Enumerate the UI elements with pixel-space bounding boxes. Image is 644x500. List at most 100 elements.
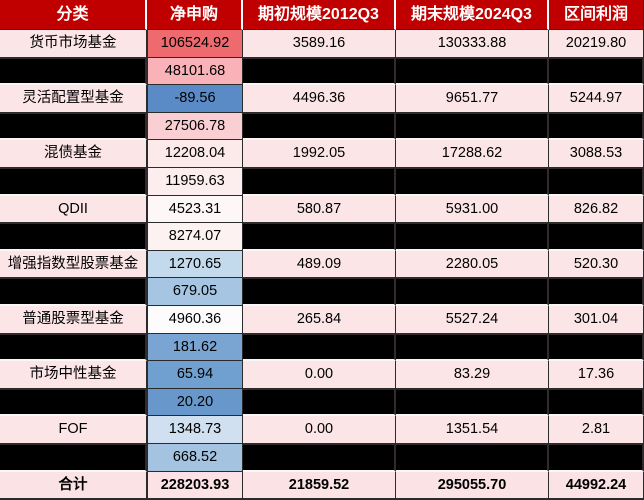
begin-scale-cell: 489.09: [243, 250, 396, 279]
header-net-subscription: 净申购: [147, 0, 243, 30]
interval-profit-cell: 520.30: [549, 250, 644, 279]
net-subscription-cell: 27506.78: [147, 112, 243, 141]
net-subscription-cell: 12208.04: [147, 140, 243, 168]
begin-scale-cell: 4496.36: [243, 85, 396, 113]
net-subscription-cell: 11959.63: [147, 167, 243, 196]
category-cell: 普通股票型基金: [0, 305, 147, 334]
category-cell: [0, 112, 147, 141]
category-cell: FOF: [0, 416, 147, 444]
header-category: 分类: [0, 0, 147, 30]
end-scale-cell: [396, 388, 549, 417]
table-row: 48101.68: [0, 57, 644, 86]
end-scale-cell: [396, 333, 549, 362]
begin-scale-cell: 580.87: [243, 195, 396, 224]
net-subscription-cell: 1348.73: [147, 416, 243, 444]
category-cell: 合计: [0, 471, 147, 499]
table-row: 货币市场基金 106524.92 3589.16 130333.88 20219…: [0, 30, 644, 58]
end-scale-cell: 2280.05: [396, 250, 549, 279]
interval-profit-cell: 44992.24: [549, 471, 644, 499]
begin-scale-cell: 3589.16: [243, 30, 396, 58]
category-cell: [0, 223, 147, 251]
interval-profit-cell: [549, 112, 644, 141]
net-subscription-cell: 20.20: [147, 388, 243, 417]
header-end-scale-2024q3: 期末规模2024Q3: [396, 0, 549, 30]
table-row: 灵活配置型基金 -89.56 4496.36 9651.77 5244.97: [0, 85, 644, 113]
category-cell: [0, 388, 147, 417]
category-cell: 灵活配置型基金: [0, 85, 147, 113]
table-row: 181.62: [0, 333, 644, 362]
category-cell: [0, 57, 147, 86]
table-row: 27506.78: [0, 112, 644, 141]
begin-scale-cell: 0.00: [243, 361, 396, 389]
category-cell: 市场中性基金: [0, 361, 147, 389]
begin-scale-cell: [243, 112, 396, 141]
table-row: 11959.63: [0, 167, 644, 196]
net-subscription-cell: 8274.07: [147, 223, 243, 251]
begin-scale-cell: 1992.05: [243, 140, 396, 168]
net-subscription-cell: 679.05: [147, 278, 243, 306]
begin-scale-cell: 21859.52: [243, 471, 396, 499]
end-scale-cell: [396, 223, 549, 251]
table-row: QDII 4523.31 580.87 5931.00 826.82: [0, 195, 644, 224]
interval-profit-cell: [549, 167, 644, 196]
header-interval-profit: 区间利润: [549, 0, 644, 30]
table-row: 679.05: [0, 278, 644, 306]
interval-profit-cell: 5244.97: [549, 85, 644, 113]
begin-scale-cell: [243, 388, 396, 417]
category-cell: [0, 443, 147, 472]
category-cell: [0, 278, 147, 306]
end-scale-cell: 5931.00: [396, 195, 549, 224]
end-scale-cell: 9651.77: [396, 85, 549, 113]
net-subscription-cell: 228203.93: [147, 471, 243, 499]
category-cell: 货币市场基金: [0, 30, 147, 58]
table-row: 8274.07: [0, 223, 644, 251]
end-scale-cell: [396, 443, 549, 472]
end-scale-cell: 130333.88: [396, 30, 549, 58]
end-scale-cell: 295055.70: [396, 471, 549, 499]
end-scale-cell: [396, 167, 549, 196]
begin-scale-cell: [243, 333, 396, 362]
category-cell: 增强指数型股票基金: [0, 250, 147, 279]
interval-profit-cell: [549, 443, 644, 472]
net-subscription-cell: 106524.92: [147, 30, 243, 58]
begin-scale-cell: [243, 278, 396, 306]
header-begin-scale-2012q3: 期初规模2012Q3: [243, 0, 396, 30]
table-header-row: 分类 净申购 期初规模2012Q3 期末规模2024Q3 区间利润: [0, 0, 644, 30]
interval-profit-cell: [549, 223, 644, 251]
table-row: 668.52: [0, 443, 644, 472]
begin-scale-cell: [243, 223, 396, 251]
category-cell: [0, 167, 147, 196]
begin-scale-cell: 265.84: [243, 305, 396, 334]
table-row: FOF 1348.73 0.00 1351.54 2.81: [0, 416, 644, 444]
interval-profit-cell: 17.36: [549, 361, 644, 389]
category-cell: [0, 333, 147, 362]
interval-profit-cell: 826.82: [549, 195, 644, 224]
interval-profit-cell: 3088.53: [549, 140, 644, 168]
interval-profit-cell: [549, 57, 644, 86]
interval-profit-cell: [549, 333, 644, 362]
table-row: 普通股票型基金 4960.36 265.84 5527.24 301.04: [0, 305, 644, 334]
net-subscription-cell: 65.94: [147, 361, 243, 389]
category-cell: 混债基金: [0, 140, 147, 168]
end-scale-cell: 83.29: [396, 361, 549, 389]
net-subscription-cell: -89.56: [147, 85, 243, 113]
net-subscription-cell: 4523.31: [147, 195, 243, 224]
table-row: 20.20: [0, 388, 644, 417]
net-subscription-cell: 4960.36: [147, 305, 243, 334]
net-subscription-cell: 668.52: [147, 443, 243, 472]
category-cell: QDII: [0, 195, 147, 224]
begin-scale-cell: [243, 57, 396, 86]
end-scale-cell: 5527.24: [396, 305, 549, 334]
interval-profit-cell: [549, 278, 644, 306]
begin-scale-cell: 0.00: [243, 416, 396, 444]
table-row: 合计 228203.93 21859.52 295055.70 44992.24: [0, 471, 644, 499]
end-scale-cell: [396, 57, 549, 86]
net-subscription-cell: 1270.65: [147, 250, 243, 279]
table-row: 混债基金 12208.04 1992.05 17288.62 3088.53: [0, 140, 644, 168]
interval-profit-cell: 20219.80: [549, 30, 644, 58]
table-row: 增强指数型股票基金 1270.65 489.09 2280.05 520.30: [0, 250, 644, 279]
interval-profit-cell: 2.81: [549, 416, 644, 444]
net-subscription-cell: 181.62: [147, 333, 243, 362]
interval-profit-cell: 301.04: [549, 305, 644, 334]
